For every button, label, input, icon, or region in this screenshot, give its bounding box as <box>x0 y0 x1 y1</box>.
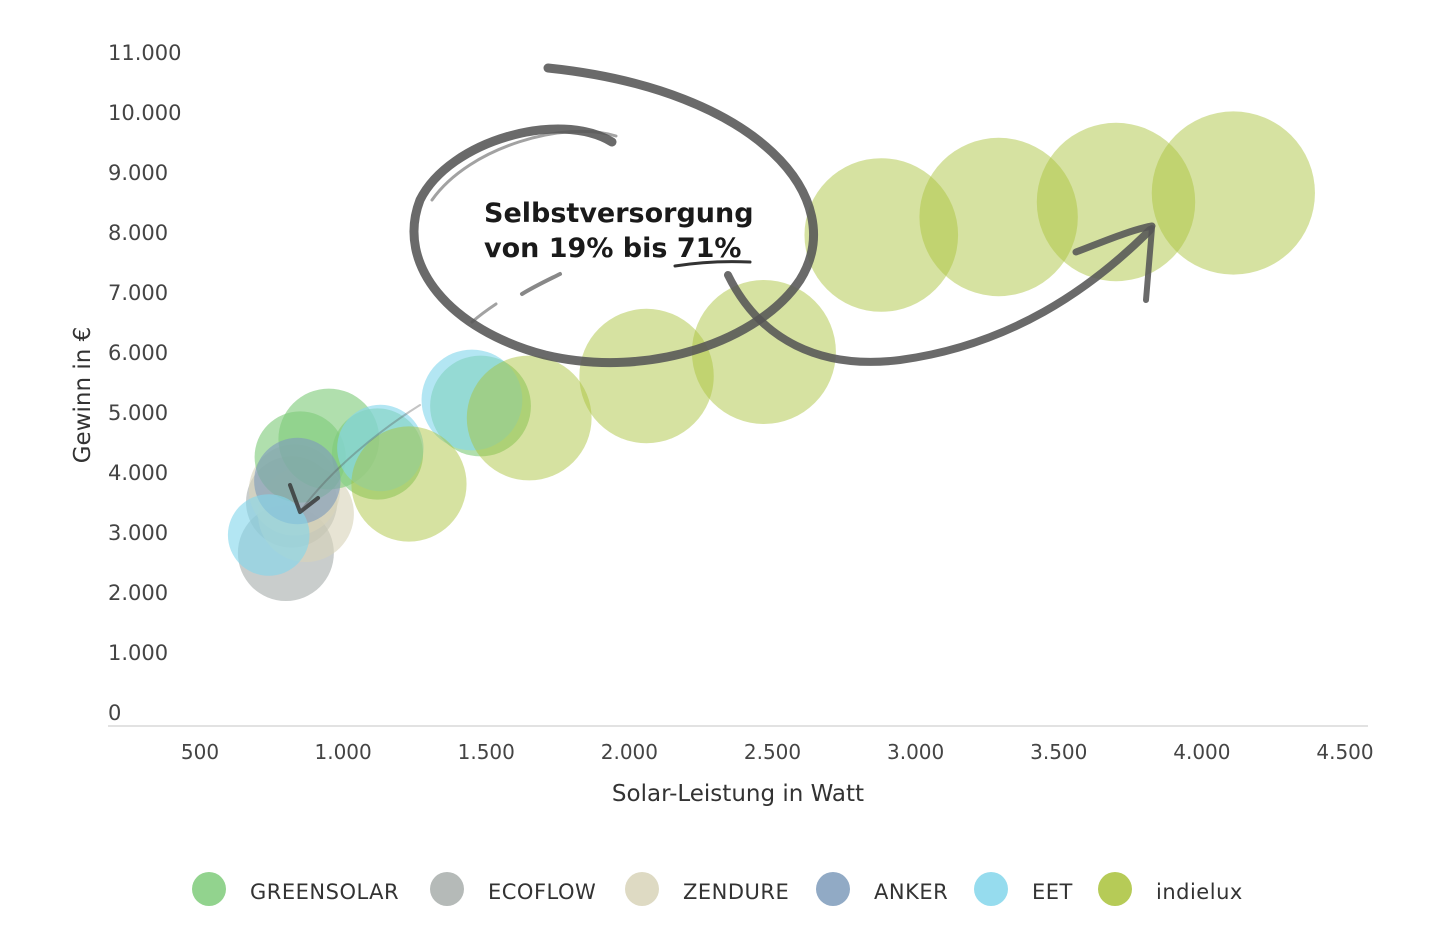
y-tick-label: 3.000 <box>108 521 168 545</box>
bubble-indielux <box>1036 122 1196 282</box>
annotation-prefix: von 19% bis <box>484 233 677 264</box>
legend-swatch <box>625 872 659 906</box>
bubble-layer <box>227 111 1315 601</box>
legend-label: ANKER <box>874 880 948 904</box>
y-tick-label: 5.000 <box>108 401 168 425</box>
bubble-eet <box>227 494 310 576</box>
bubble-eet <box>337 404 424 492</box>
y-tick-label: 1.000 <box>108 641 168 665</box>
y-tick-label: 2.000 <box>108 581 168 605</box>
x-tick-label: 2.000 <box>601 740 658 764</box>
annotation-line-2: von 19% bis 71% <box>484 233 742 264</box>
x-tick-label: 4.000 <box>1173 740 1230 764</box>
legend-label: indielux <box>1156 880 1243 904</box>
legend-swatch <box>816 872 850 906</box>
y-tick-label: 4.000 <box>108 461 168 485</box>
x-tick-label: 4.500 <box>1316 740 1373 764</box>
legend-item-zendure: ZENDURE <box>625 872 789 906</box>
bubble-indielux <box>579 308 714 444</box>
legend-item-eet: EET <box>974 872 1073 906</box>
legend-item-indielux: indielux <box>1098 872 1243 906</box>
legend-swatch <box>430 872 464 906</box>
x-axis-title: Solar-Leistung in Watt <box>612 781 864 807</box>
legend: GREENSOLAR ECOFLOW ZENDURE ANKER EET indielux <box>192 872 1243 906</box>
x-tick-label: 3.500 <box>1030 740 1087 764</box>
y-tick-label: 0 <box>108 701 121 725</box>
bubble-indielux <box>691 280 836 424</box>
hand-drawn-arrow <box>288 63 1156 514</box>
y-axis-ticks: 0 1.000 2.000 3.000 4.000 5.000 6.000 7.000 8.00… <box>108 41 181 725</box>
legend-swatch <box>1098 872 1132 906</box>
y-tick-label: 8.000 <box>108 221 168 245</box>
legend-swatch <box>192 872 226 906</box>
x-tick-label: 1.500 <box>458 740 515 764</box>
bubble-indielux <box>804 158 959 312</box>
bubble-indielux <box>1151 111 1315 275</box>
legend-label: GREENSOLAR <box>250 880 399 904</box>
x-axis-ticks: 500 1.000 1.500 2.000 2.500 3.000 3.500 4.000 4.… <box>181 740 1374 764</box>
bubble-eet <box>421 349 523 451</box>
annotation-line-1: Selbstversorgung <box>484 198 754 229</box>
x-tick-label: 500 <box>181 740 219 764</box>
y-tick-label: 11.000 <box>108 41 181 65</box>
legend-label: ECOFLOW <box>488 880 596 904</box>
bubble-indielux <box>919 137 1078 297</box>
annotation-highlight: 71% <box>677 233 742 264</box>
y-tick-label: 6.000 <box>108 341 168 365</box>
bubble-indielux <box>466 355 592 481</box>
x-tick-label: 3.000 <box>887 740 944 764</box>
bubble-indielux <box>351 426 467 542</box>
y-tick-label: 7.000 <box>108 281 168 305</box>
y-tick-label: 9.000 <box>108 161 168 185</box>
legend-item-greensolar: GREENSOLAR <box>192 872 399 906</box>
x-tick-label: 2.500 <box>744 740 801 764</box>
legend-item-ecoflow: ECOFLOW <box>430 872 596 906</box>
y-tick-label: 10.000 <box>108 101 181 125</box>
y-axis-title: Gewinn in € <box>70 327 96 464</box>
legend-swatch <box>974 872 1008 906</box>
annotation-underline <box>673 260 752 268</box>
legend-label: EET <box>1032 880 1073 904</box>
legend-item-anker: ANKER <box>816 872 948 906</box>
legend-label: ZENDURE <box>683 880 789 904</box>
x-tick-label: 1.000 <box>314 740 371 764</box>
